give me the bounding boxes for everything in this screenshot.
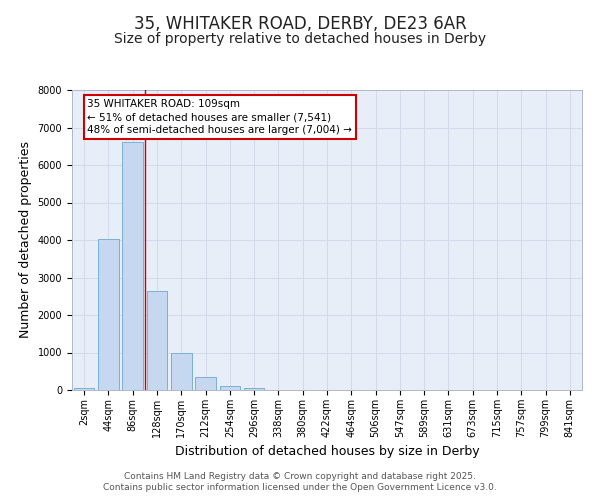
Text: 35, WHITAKER ROAD, DERBY, DE23 6AR: 35, WHITAKER ROAD, DERBY, DE23 6AR <box>134 15 466 33</box>
Bar <box>244 388 265 390</box>
Y-axis label: Number of detached properties: Number of detached properties <box>19 142 32 338</box>
Text: Contains HM Land Registry data © Crown copyright and database right 2025.
Contai: Contains HM Land Registry data © Crown c… <box>103 472 497 492</box>
Bar <box>98 240 119 390</box>
Bar <box>146 290 167 390</box>
X-axis label: Distribution of detached houses by size in Derby: Distribution of detached houses by size … <box>175 446 479 458</box>
Bar <box>74 388 94 390</box>
Bar <box>122 142 143 390</box>
Bar <box>171 353 191 390</box>
Bar <box>220 386 240 390</box>
Bar <box>195 377 216 390</box>
Text: Size of property relative to detached houses in Derby: Size of property relative to detached ho… <box>114 32 486 46</box>
Text: 35 WHITAKER ROAD: 109sqm
← 51% of detached houses are smaller (7,541)
48% of sem: 35 WHITAKER ROAD: 109sqm ← 51% of detach… <box>88 99 352 136</box>
